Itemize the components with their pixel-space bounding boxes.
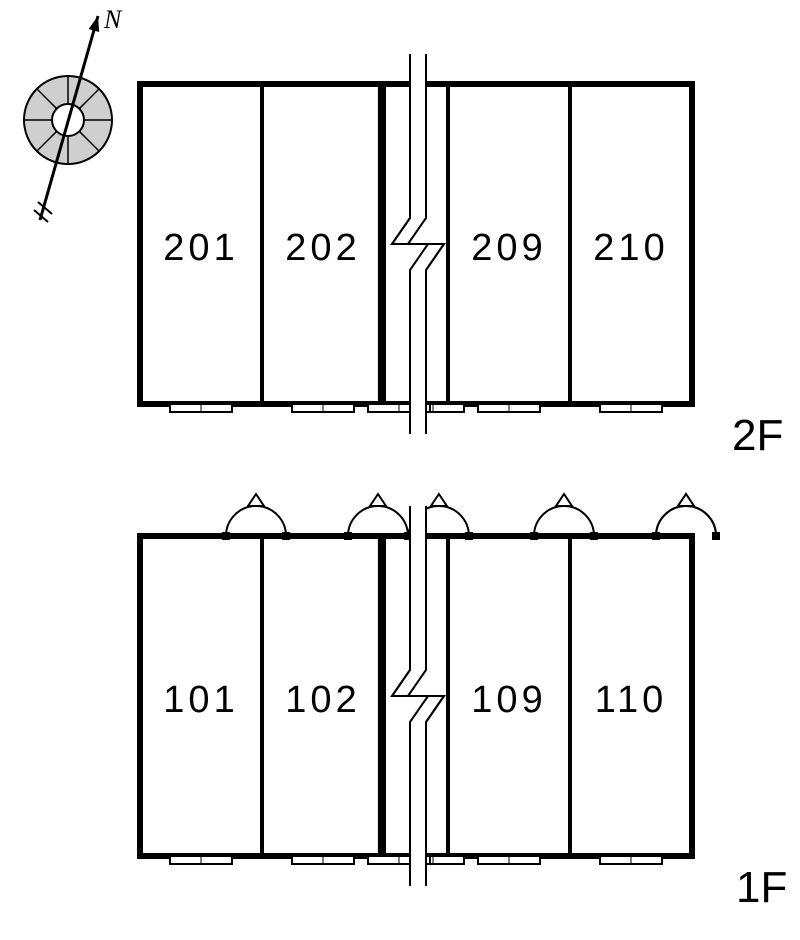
unit-label: 210: [593, 227, 668, 269]
unit-label: 209: [471, 227, 546, 269]
unit-label: 102: [285, 679, 360, 721]
floor-1f: 101 102 109 110 1F: [140, 494, 787, 912]
unit-label: 202: [285, 227, 360, 269]
floor-label: 1F: [736, 863, 787, 912]
unit-label: 109: [471, 679, 546, 721]
unit-label: 110: [595, 679, 668, 721]
floorplan-diagram: N 201 202 209 210 2F 101 102 109 110 1F: [0, 0, 800, 940]
compass: N: [24, 5, 123, 222]
floor-2f: 201 202 209 210 2F: [140, 54, 783, 460]
compass-north-label: N: [103, 5, 123, 34]
unit-label: 101: [163, 679, 238, 721]
floor-label: 2F: [732, 411, 783, 460]
unit-label: 201: [163, 227, 238, 269]
